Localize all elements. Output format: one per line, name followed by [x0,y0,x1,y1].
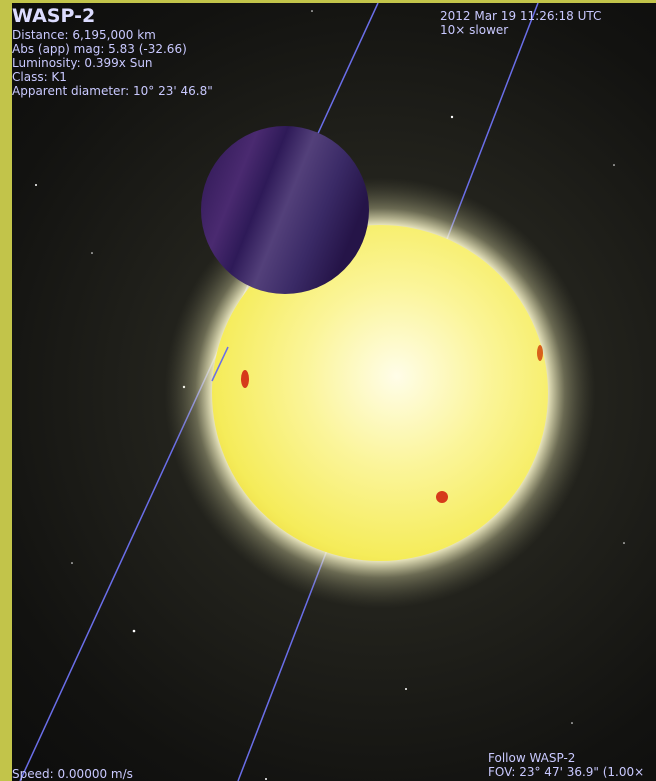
view-status: Follow WASP-2 FOV: 23° 47' 36.9" (1.00× [488,751,644,779]
detail-line: Abs (app) mag: 5.83 (-32.66) [12,42,213,56]
detail-line: Distance: 6,195,000 km [12,28,213,42]
screen: WASP-2 Distance: 6,195,000 km Abs (app) … [0,0,656,781]
speed: Speed: 0.00000 m/s [12,767,133,781]
detail-line: Class: K1 [12,70,213,84]
planet [201,126,369,294]
viewport: WASP-2 Distance: 6,195,000 km Abs (app) … [12,3,656,781]
time-info: 2012 Mar 19 11:26:18 UTC 10× slower [440,9,601,37]
sunspot [241,370,249,388]
sunspot [436,491,448,503]
time-rate: 10× slower [440,23,601,37]
follow-target: Follow WASP-2 [488,751,644,765]
object-details: Distance: 6,195,000 km Abs (app) mag: 5.… [12,28,213,98]
datetime: 2012 Mar 19 11:26:18 UTC [440,9,601,23]
sunspot [537,345,543,361]
scene [12,3,656,781]
detail-line: Luminosity: 0.399x Sun [12,56,213,70]
field-of-view: FOV: 23° 47' 36.9" (1.00× [488,765,644,779]
detail-line: Apparent diameter: 10° 23' 46.8" [12,84,213,98]
object-name: WASP-2 [12,5,95,27]
